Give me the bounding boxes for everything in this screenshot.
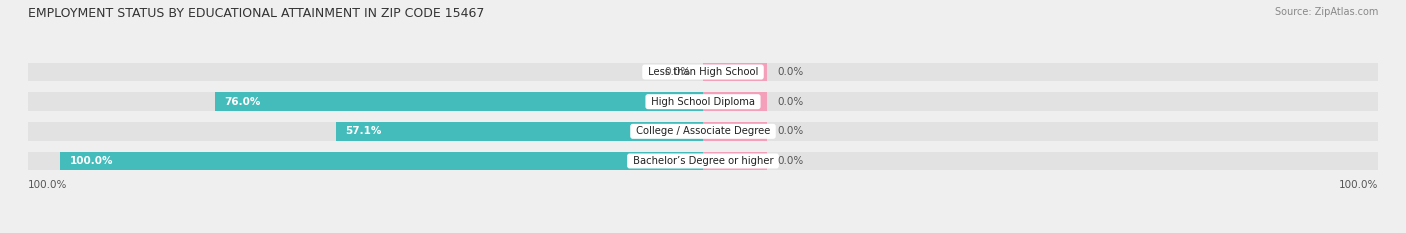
Text: 76.0%: 76.0% [224, 97, 260, 107]
Text: Source: ZipAtlas.com: Source: ZipAtlas.com [1274, 7, 1378, 17]
Text: Bachelor’s Degree or higher: Bachelor’s Degree or higher [630, 156, 776, 166]
Text: 0.0%: 0.0% [664, 67, 690, 77]
Bar [703, 93, 768, 111]
Text: Less than High School: Less than High School [645, 67, 761, 77]
Text: 0.0%: 0.0% [778, 97, 803, 107]
Bar [336, 122, 703, 140]
Bar [215, 93, 703, 111]
Text: 100.0%: 100.0% [28, 180, 67, 190]
Text: 0.0%: 0.0% [778, 156, 803, 166]
Bar [60, 152, 703, 170]
Bar [703, 152, 768, 170]
Text: 100.0%: 100.0% [1339, 180, 1378, 190]
Text: High School Diploma: High School Diploma [648, 97, 758, 107]
Bar [703, 122, 768, 140]
Bar [703, 63, 768, 81]
Bar [28, 122, 1378, 140]
Text: 0.0%: 0.0% [778, 67, 803, 77]
Text: 57.1%: 57.1% [346, 126, 382, 136]
Text: 100.0%: 100.0% [70, 156, 114, 166]
Text: College / Associate Degree: College / Associate Degree [633, 126, 773, 136]
Bar [28, 93, 1378, 111]
Bar [28, 152, 1378, 170]
Text: 0.0%: 0.0% [778, 126, 803, 136]
Text: EMPLOYMENT STATUS BY EDUCATIONAL ATTAINMENT IN ZIP CODE 15467: EMPLOYMENT STATUS BY EDUCATIONAL ATTAINM… [28, 7, 485, 20]
Bar [28, 63, 1378, 81]
